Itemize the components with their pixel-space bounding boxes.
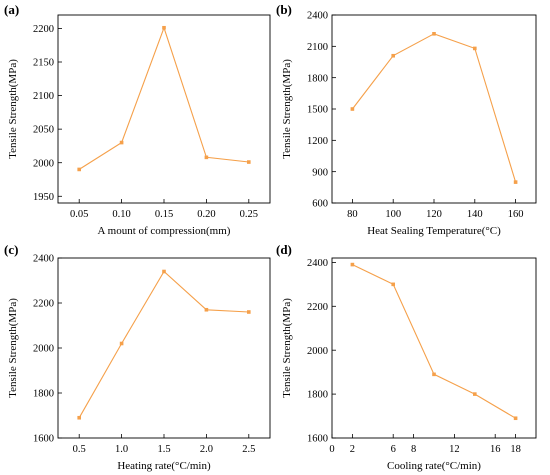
y-tick-label-d: 1600 <box>307 434 328 445</box>
data-point-c <box>162 269 166 274</box>
y-tick-label-b: 1200 <box>307 136 328 147</box>
x-tick-label-c: 1.5 <box>157 444 170 455</box>
x-tick-label-a: 0.10 <box>112 209 130 220</box>
y-tick-label-b: 2400 <box>307 11 328 22</box>
plot-frame-b <box>331 14 537 204</box>
y-tick-label-a: 2150 <box>33 58 54 69</box>
data-point-a <box>204 155 209 160</box>
x-tick-label-a: 0.25 <box>240 209 258 220</box>
series-line-c <box>78 270 249 419</box>
data-point-d <box>391 282 395 287</box>
x-tick-label-b: 160 <box>508 209 524 220</box>
panel-label-d: (d) <box>276 242 292 257</box>
x-tick-label-a: 0.20 <box>197 209 215 220</box>
panel-label-c: (c) <box>4 242 18 257</box>
data-point-d <box>513 416 518 421</box>
y-tick-label-d: 2400 <box>307 258 328 269</box>
data-point-c <box>77 415 81 420</box>
series-line-d <box>352 264 516 419</box>
chart-panel-d: (d) 1600 1800 2000 2200 2400 0 2 6 8 12 16 18 Cooling… <box>276 242 537 472</box>
data-point-a <box>162 25 166 30</box>
data-point-c <box>119 341 124 346</box>
panel-label-b: (b) <box>276 2 292 17</box>
series-line-a <box>78 26 249 170</box>
data-point-b <box>513 180 518 184</box>
data-point-b <box>473 46 477 51</box>
series-line-b <box>351 33 517 183</box>
x-tick-label-d: 0 <box>329 444 334 455</box>
y-tick-label-c: 1600 <box>33 434 54 445</box>
panel-label-a: (a) <box>4 2 19 17</box>
y-axis-title-a: Tensile Strength(MPa) <box>7 59 19 159</box>
x-tick-label-d: 6 <box>391 444 396 455</box>
data-point-c <box>247 310 251 314</box>
x-tick-label-b: 120 <box>426 209 442 220</box>
x-tick-label-c: 2.0 <box>200 444 213 455</box>
x-tick-label-d: 2 <box>350 444 355 455</box>
data-point-d <box>350 262 355 267</box>
data-point-b <box>432 32 436 36</box>
y-tick-label-b: 2100 <box>307 42 328 53</box>
x-tick-label-d: 16 <box>490 444 501 455</box>
x-tick-label-b: 80 <box>347 209 358 220</box>
data-point-d <box>473 392 477 396</box>
x-tick-label-c: 0.5 <box>73 444 86 455</box>
y-axis-title-c: Tensile Strength(MPa) <box>7 298 19 398</box>
y-tick-label-b: 1800 <box>307 73 328 84</box>
x-axis-title-c: Heating rate(°C/min) <box>117 460 211 472</box>
y-tick-label-b: 900 <box>312 167 328 178</box>
chart-panel-a: (a) 1950 2000 2050 2100 2150 2200 0.05 0.10 0.15 0… <box>4 2 271 237</box>
x-axis-title-b: Heat Sealing Temperature(°C) <box>367 225 501 237</box>
data-point-a <box>119 140 124 145</box>
x-tick-label-c: 1.0 <box>115 444 128 455</box>
data-point-a <box>247 160 251 164</box>
x-axis-title-d: Cooling rate(°C/min) <box>387 460 481 472</box>
y-tick-label-c: 2000 <box>33 344 54 355</box>
x-tick-label-b: 140 <box>467 209 483 220</box>
data-point-b <box>350 107 355 111</box>
data-point-b <box>391 53 395 58</box>
x-tick-label-b: 100 <box>385 209 401 220</box>
y-tick-label-a: 2000 <box>33 158 54 169</box>
x-tick-label-c: 2.5 <box>242 444 255 455</box>
y-tick-label-a: 2050 <box>33 125 54 136</box>
y-tick-label-c: 2400 <box>33 254 54 265</box>
x-tick-label-d: 8 <box>411 444 416 455</box>
data-point-d <box>432 372 436 377</box>
y-tick-label-d: 1800 <box>307 390 328 401</box>
y-tick-label-a: 2200 <box>33 24 54 35</box>
plot-frame-a <box>57 14 271 204</box>
chart-panel-c: (c) 1600 1800 2000 2200 2400 0.5 1.0 1.5 2.0 2.5 He… <box>4 242 271 472</box>
data-point-c <box>204 307 209 312</box>
x-tick-label-a: 0.05 <box>70 209 88 220</box>
y-tick-label-c: 2200 <box>33 299 54 310</box>
y-tick-label-b: 1500 <box>307 105 328 116</box>
y-tick-label-a: 2100 <box>33 91 54 102</box>
data-point-a <box>77 167 81 172</box>
y-tick-label-a: 1950 <box>33 192 54 203</box>
y-tick-label-b: 600 <box>312 199 328 210</box>
y-tick-label-d: 2000 <box>307 346 328 357</box>
y-axis-title-b: Tensile Strength(MPa) <box>281 59 293 159</box>
x-tick-label-a: 0.15 <box>155 209 173 220</box>
x-tick-label-d: 12 <box>449 444 460 455</box>
plot-frame-d <box>331 257 537 439</box>
y-tick-label-c: 1800 <box>33 389 54 400</box>
x-axis-title-a: A mount of compression(mm) <box>98 225 231 237</box>
y-tick-label-d: 2200 <box>307 302 328 313</box>
chart-panel-b: (b) 600 900 1200 1500 1800 2100 2400 80 100 120 140… <box>276 2 537 237</box>
plot-frame-c <box>57 257 271 439</box>
y-axis-title-d: Tensile Strength(MPa) <box>281 298 293 398</box>
x-tick-label-d: 18 <box>510 444 521 455</box>
